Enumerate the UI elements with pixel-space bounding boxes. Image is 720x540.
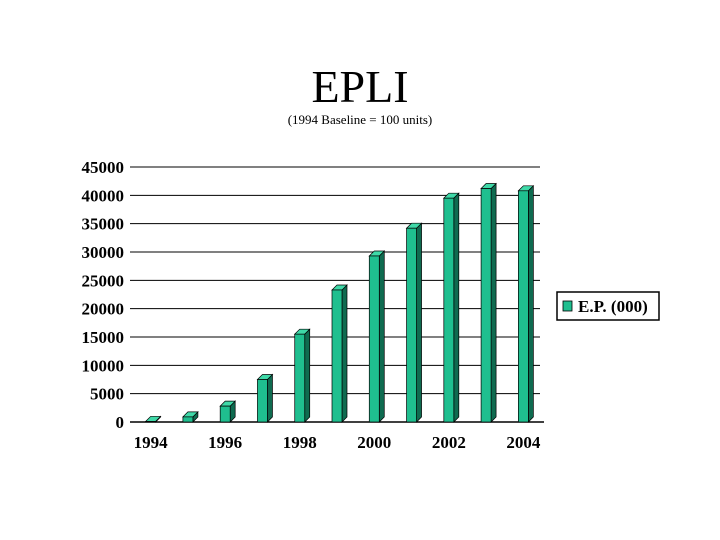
bar-front (182, 416, 194, 423)
x-tick-label: 2002 (432, 433, 466, 452)
y-tick-label: 35000 (82, 215, 125, 234)
bar-side (453, 192, 460, 423)
bar-side (528, 184, 534, 423)
y-tick-label: 25000 (82, 271, 125, 290)
y-tick-label: 30000 (82, 243, 125, 262)
bar-front (406, 227, 417, 423)
bar-top (144, 416, 162, 422)
bar-front (257, 379, 268, 423)
bar-front (518, 190, 529, 423)
y-tick-label: 40000 (82, 186, 125, 205)
bar-front (219, 405, 231, 423)
bar-1997 (256, 373, 274, 423)
y-tick-label: 5000 (90, 385, 124, 404)
x-axis-ticks: 1994 1996 1998 2000 2002 2004 (134, 433, 541, 452)
legend-label: E.P. (000) (578, 297, 648, 316)
bar-front (443, 197, 455, 423)
bar-side (378, 250, 385, 423)
y-tick-label: 10000 (82, 356, 125, 375)
bar-2003 (480, 182, 497, 423)
chart-title: EPLI (311, 61, 409, 112)
legend-box (556, 291, 660, 321)
x-tick-label: 2004 (506, 433, 541, 452)
x-tick-label: 2000 (357, 433, 391, 452)
y-tick-label: 15000 (82, 328, 125, 347)
bar-front (480, 188, 492, 423)
bar-side (267, 373, 273, 423)
bar-1998 (293, 328, 311, 423)
bar-front (145, 421, 156, 423)
legend: E.P. (000) (556, 291, 660, 321)
y-tick-label: 45000 (82, 158, 125, 177)
x-tick-label: 1996 (208, 433, 242, 452)
bars (144, 182, 535, 423)
x-tick-label: 1998 (283, 433, 317, 452)
bar-2004 (517, 184, 535, 423)
bar-side (416, 222, 422, 423)
bar-front (368, 255, 380, 423)
bar-front (294, 333, 306, 423)
bar-side (341, 284, 348, 423)
bar-side (490, 182, 497, 423)
bar-1995 (182, 411, 199, 423)
bar-1994 (144, 415, 162, 423)
x-tick-label: 1994 (134, 433, 169, 452)
y-axis-ticks: 0 5000 10000 15000 20000 25000 30000 35000 40000… (82, 158, 125, 432)
bar-side (304, 328, 311, 423)
legend-swatch (562, 300, 573, 312)
y-tick-label: 0 (116, 413, 125, 432)
bar-2001 (405, 222, 423, 423)
bar-1999 (331, 284, 348, 423)
bar-2000 (368, 250, 386, 423)
bar-2002 (442, 192, 460, 423)
chart-subtitle: (1994 Baseline = 100 units) (287, 112, 433, 127)
bar-1996 (219, 400, 237, 423)
y-tick-label: 20000 (82, 300, 125, 319)
bar-front (331, 289, 343, 423)
